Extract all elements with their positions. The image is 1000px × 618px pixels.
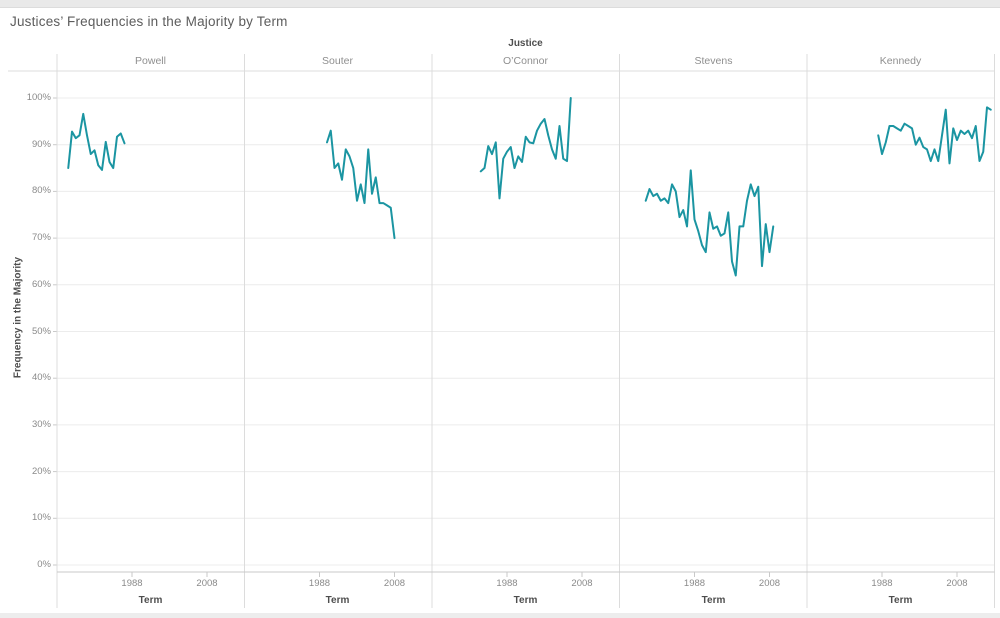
y-tick-label-90: 90% <box>31 138 51 150</box>
x-axis-title-powell: Term <box>138 595 163 606</box>
bottom-strip <box>0 613 1000 618</box>
series-line-Souter[interactable] <box>326 129 396 240</box>
x-tick-label-Stevens-1988: 1988 <box>683 578 706 589</box>
x-tick-label-Souter-1988: 1988 <box>308 578 331 589</box>
y-tick-label-70: 70% <box>31 232 51 244</box>
column-header-oconnor: O’Connor <box>503 55 548 67</box>
top-strip <box>0 0 1000 8</box>
column-header-stevens: Stevens <box>694 55 733 67</box>
series-line-Powell[interactable] <box>67 112 126 171</box>
column-header-souter: Souter <box>322 55 353 67</box>
y-tick-label-30: 30% <box>31 418 51 430</box>
series-line-Stevens[interactable] <box>644 169 775 277</box>
y-tick-label-0: 0% <box>37 559 51 570</box>
chart-title: Justices’ Frequencies in the Majority by… <box>10 14 288 29</box>
y-tick-label-40: 40% <box>31 372 51 384</box>
facet-field-label: Justice <box>508 38 543 49</box>
y-tick-label-50: 50% <box>31 325 51 337</box>
y-tick-label-20: 20% <box>31 465 51 477</box>
y-tick-label-80: 80% <box>31 185 51 197</box>
x-tick-label-Kennedy-2008: 2008 <box>946 578 968 589</box>
x-axis-title-oconnor: Term <box>513 595 538 606</box>
x-axis-title-kennedy: Term <box>888 595 913 606</box>
y-tick-label-60: 60% <box>31 278 51 290</box>
x-tick-label-Powell-1988: 1988 <box>121 578 143 589</box>
x-tick-label-Stevens-2008: 2008 <box>758 578 781 589</box>
x-tick-label-O’Connor-1988: 1988 <box>496 578 518 589</box>
y-tick-label-100: 100% <box>26 92 51 103</box>
x-axis-title-souter: Term <box>325 595 350 606</box>
x-tick-label-Souter-2008: 2008 <box>383 578 406 589</box>
x-tick-label-Kennedy-1988: 1988 <box>871 578 893 589</box>
x-tick-label-O’Connor-2008: 2008 <box>571 578 593 589</box>
y-tick-label-10: 10% <box>31 512 51 524</box>
column-header-powell: Powell <box>135 55 166 67</box>
series-line-Kennedy[interactable] <box>877 106 992 165</box>
column-header-kennedy: Kennedy <box>879 55 922 67</box>
x-tick-label-Powell-2008: 2008 <box>196 578 218 589</box>
series-line-O’Connor[interactable] <box>479 97 572 200</box>
x-axis-title-stevens: Term <box>701 595 726 606</box>
